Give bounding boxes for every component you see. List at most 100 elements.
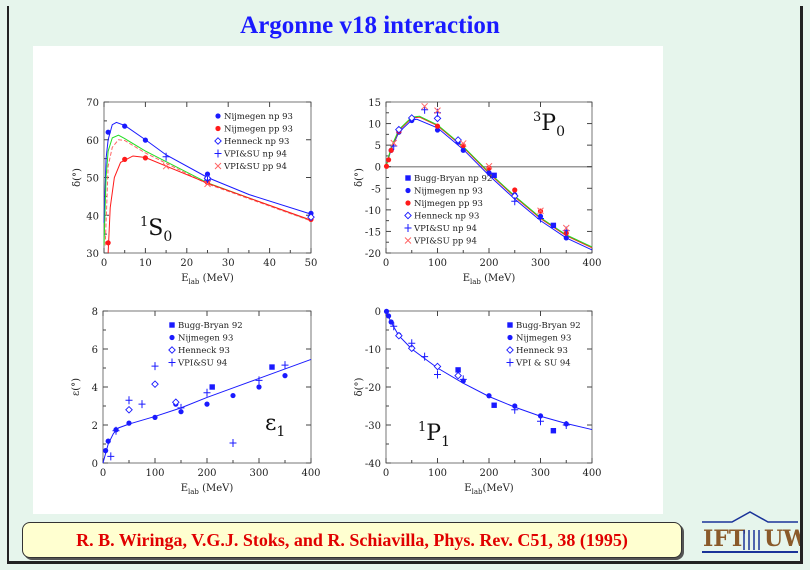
marker-dot bbox=[169, 334, 175, 341]
marker-diamond bbox=[214, 137, 222, 145]
x-tick-label: 200 bbox=[197, 468, 216, 479]
marker-dot bbox=[383, 163, 390, 169]
marker-dot bbox=[388, 147, 394, 153]
marker-square bbox=[209, 384, 215, 390]
y-tick-label: -15 bbox=[365, 227, 381, 238]
series bbox=[125, 346, 180, 414]
marker-dot bbox=[563, 235, 569, 241]
y-tick-label: -30 bbox=[365, 421, 381, 432]
label-sup: 3 bbox=[533, 110, 541, 125]
y-tick-label: 5 bbox=[375, 141, 381, 152]
series bbox=[103, 334, 288, 454]
marker-plus bbox=[421, 352, 429, 361]
series bbox=[169, 322, 275, 390]
legend-entry: Bugg-Bryan 92 bbox=[516, 321, 581, 331]
legend-entry: Nijmegen np 93 bbox=[414, 187, 483, 197]
x-label-sub: lab bbox=[189, 278, 200, 286]
marker-dot bbox=[282, 373, 288, 379]
marker-plus bbox=[107, 452, 115, 461]
series bbox=[395, 331, 514, 380]
x-label-main: E bbox=[463, 273, 470, 284]
label-sub: 0 bbox=[556, 124, 565, 140]
y-tick-label: -10 bbox=[365, 206, 381, 217]
marker-dot bbox=[512, 187, 518, 193]
y-tick-label: 2 bbox=[92, 421, 98, 432]
legend-entry: Bugg-Bryan np 92 bbox=[414, 174, 492, 184]
marker-dot bbox=[256, 384, 262, 390]
label-sub: 0 bbox=[163, 229, 172, 245]
legend-entry: Henneck np 93 bbox=[414, 212, 479, 222]
marker-dot bbox=[230, 392, 236, 399]
marker-diamond bbox=[454, 136, 462, 144]
y-tick-label: -20 bbox=[365, 249, 381, 260]
marker-diamond bbox=[407, 344, 416, 353]
partial-wave-label: 1S0 bbox=[140, 215, 172, 245]
ift-uw-logo: IFT UW bbox=[702, 511, 800, 553]
label-main: P bbox=[541, 111, 556, 136]
y-tick-label: 10 bbox=[368, 120, 381, 131]
legend-entry: Nijmegen pp 93 bbox=[224, 125, 293, 135]
x-tick-label: 400 bbox=[301, 468, 320, 479]
x-tick-label: 30 bbox=[222, 258, 235, 269]
y-axis-label: δ(°) bbox=[354, 168, 365, 187]
marker-dot bbox=[486, 393, 492, 399]
y-tick-label: 15 bbox=[368, 98, 381, 109]
marker-dot bbox=[385, 157, 392, 163]
marker-square bbox=[491, 402, 497, 408]
x-tick-label: 40 bbox=[263, 258, 276, 269]
y-tick-label: 30 bbox=[86, 249, 99, 260]
marker-plus bbox=[214, 149, 222, 158]
marker-plus bbox=[459, 375, 467, 384]
x-tick-label: 100 bbox=[145, 468, 164, 479]
marker-dot bbox=[105, 438, 111, 444]
marker-dot bbox=[383, 308, 390, 314]
legend-entry: VPI&SU np 94 bbox=[223, 150, 287, 160]
marker-diamond bbox=[506, 346, 514, 354]
series bbox=[390, 102, 570, 244]
marker-cross bbox=[404, 237, 412, 244]
legend-entry: Nijmegen np 93 bbox=[224, 112, 293, 122]
x-tick-label: 400 bbox=[582, 468, 601, 479]
marker-square bbox=[405, 175, 411, 181]
x-tick-label: 100 bbox=[428, 468, 447, 479]
marker-plus bbox=[537, 214, 544, 223]
y-axis-label: ε(°) bbox=[71, 378, 82, 396]
x-tick-label: 0 bbox=[383, 468, 389, 479]
legend-entry: Nijmegen 93 bbox=[178, 334, 233, 344]
y-tick-label: -40 bbox=[365, 459, 381, 470]
marker-dot bbox=[215, 125, 221, 132]
marker-diamond bbox=[407, 114, 416, 122]
marker-square bbox=[169, 322, 175, 328]
x-label-sub: lab bbox=[472, 488, 483, 496]
marker-plus bbox=[168, 358, 176, 367]
partial-wave-label: ε1 bbox=[265, 411, 285, 440]
y-tick-label: 50 bbox=[86, 174, 99, 185]
marker-diamond bbox=[454, 371, 462, 380]
y-tick-label: 8 bbox=[92, 307, 98, 318]
marker-cross bbox=[485, 162, 493, 170]
marker-dot bbox=[204, 171, 211, 177]
legend-entry: Bugg-Bryan 92 bbox=[178, 321, 243, 331]
legend-entry: VPI&SU pp 94 bbox=[413, 237, 477, 247]
curve-np bbox=[102, 358, 312, 464]
marker-square bbox=[550, 428, 557, 434]
x-tick-label: 300 bbox=[531, 468, 550, 479]
marker-dot bbox=[385, 313, 392, 319]
marker-dot bbox=[122, 123, 128, 129]
label-sup: 1 bbox=[418, 420, 426, 435]
marker-cross bbox=[459, 140, 467, 147]
marker-plus bbox=[112, 426, 120, 435]
legend-entry: Nijmegen pp 93 bbox=[414, 199, 483, 209]
marker-plus bbox=[204, 176, 211, 185]
marker-plus bbox=[177, 403, 185, 412]
legend-entry: VPI&SU 94 bbox=[177, 359, 227, 369]
marker-plus bbox=[408, 339, 416, 348]
y-tick-label: 6 bbox=[92, 345, 98, 356]
marker-plus bbox=[562, 421, 570, 429]
marker-dot bbox=[507, 334, 513, 341]
marker-cross bbox=[214, 162, 222, 170]
marker-plus bbox=[506, 358, 514, 367]
marker-dot bbox=[405, 187, 411, 194]
marker-square bbox=[491, 172, 497, 179]
